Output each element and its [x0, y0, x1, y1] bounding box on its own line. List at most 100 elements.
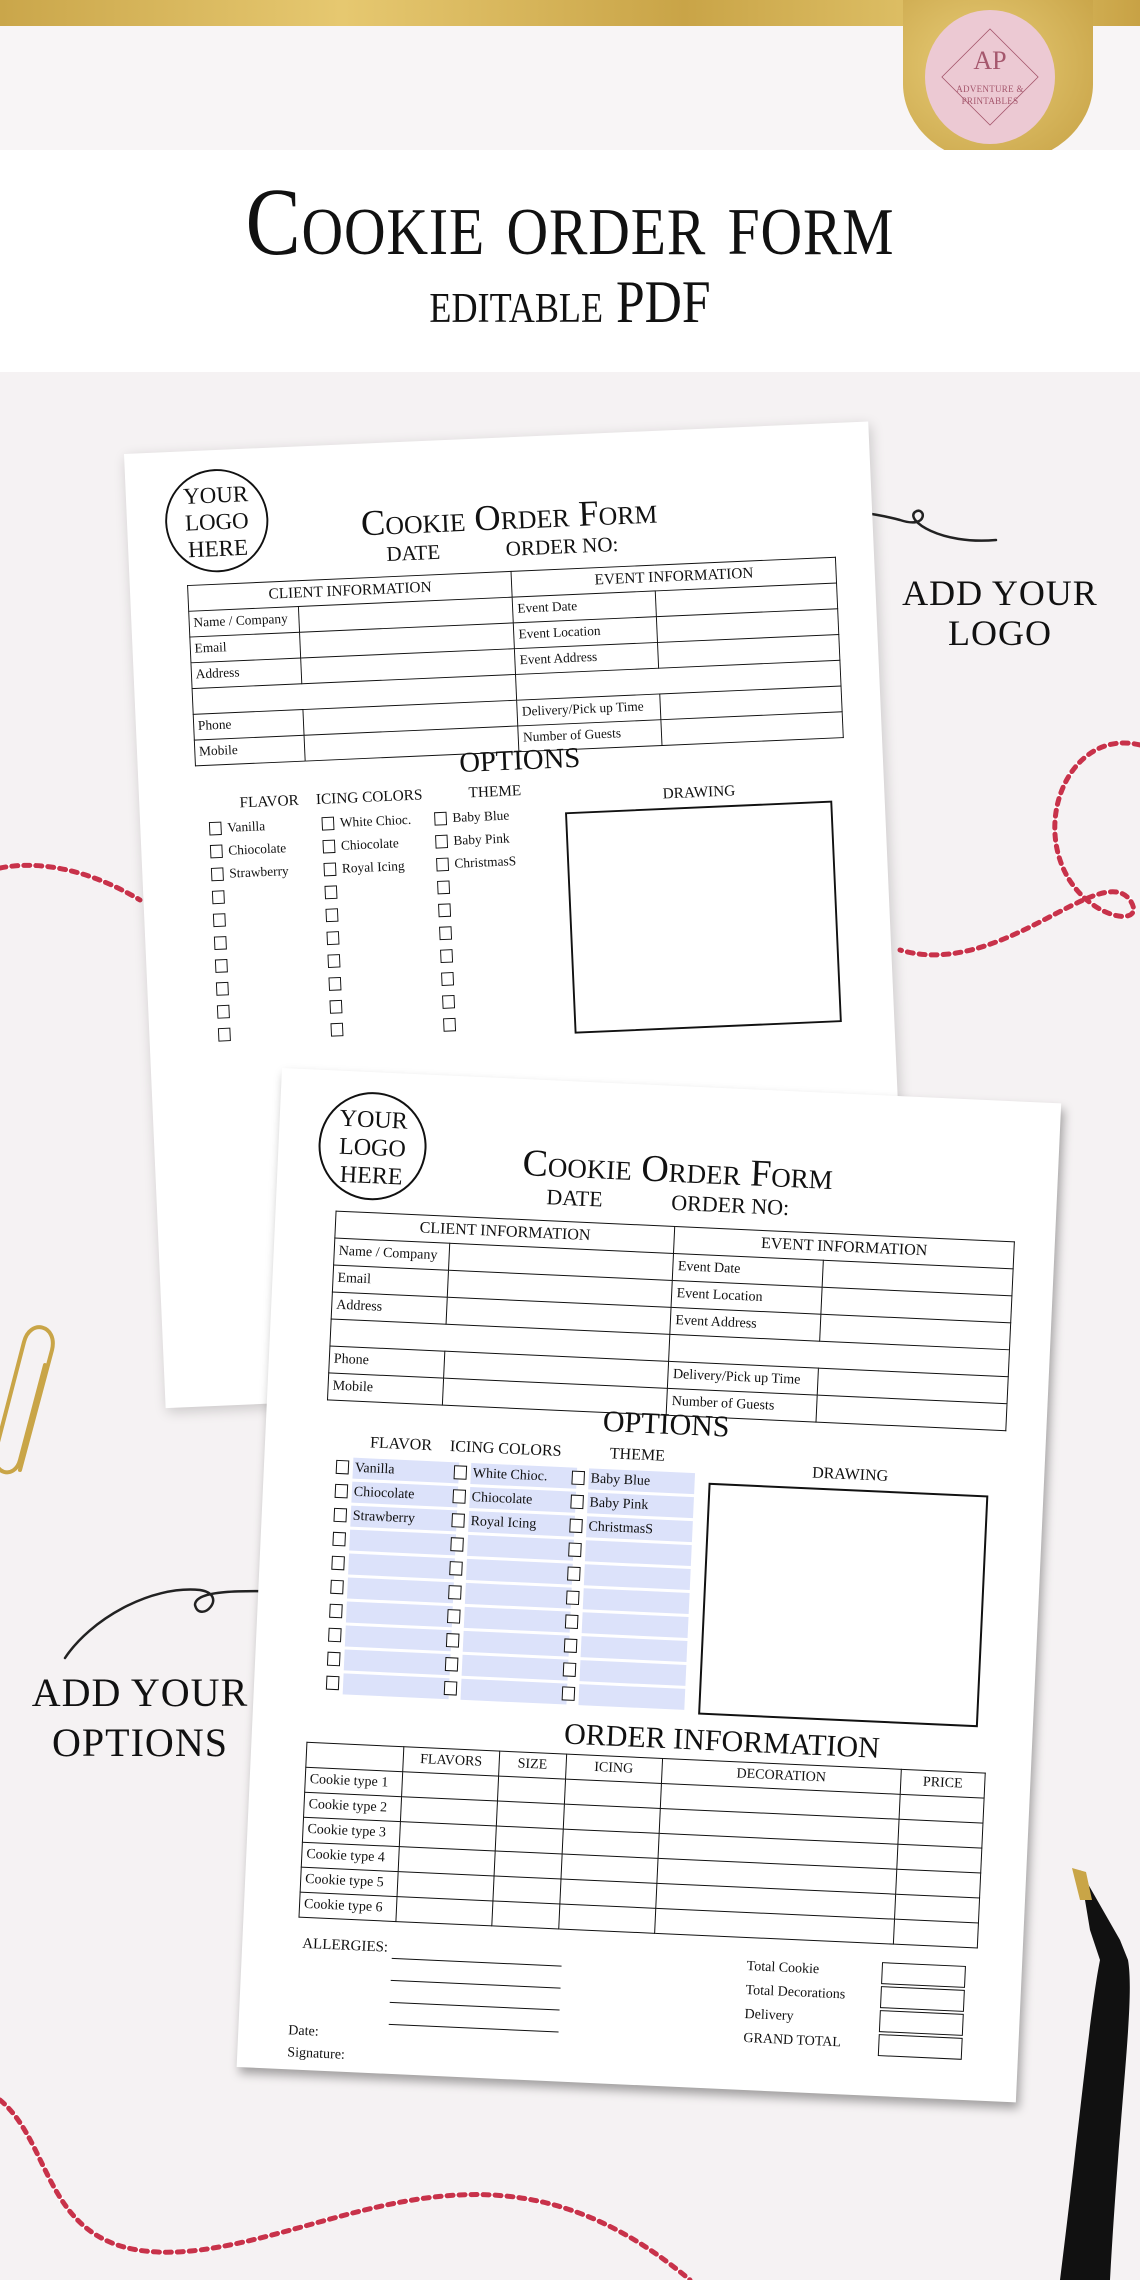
option-checkbox[interactable] — [570, 1494, 584, 1510]
option-checkbox[interactable] — [571, 1470, 586, 1486]
option-field[interactable] — [232, 974, 334, 998]
option-field[interactable] — [341, 878, 443, 902]
option-checkbox[interactable] — [213, 936, 227, 950]
option-checkbox[interactable] — [562, 1662, 577, 1677]
drawing-area[interactable] — [565, 800, 842, 1034]
option-checkbox[interactable] — [437, 880, 451, 895]
option-checkbox[interactable] — [335, 1459, 350, 1475]
option-checkbox[interactable] — [321, 816, 335, 831]
option-field[interactable] — [345, 1601, 453, 1628]
option-checkbox[interactable] — [568, 1542, 582, 1558]
option-checkbox[interactable] — [445, 1633, 460, 1648]
option-field[interactable]: Royal Icing — [341, 859, 405, 877]
option-checkbox[interactable] — [328, 1627, 342, 1643]
order-cell[interactable] — [493, 1850, 562, 1879]
option-checkbox[interactable] — [209, 844, 223, 859]
order-cell[interactable] — [491, 1900, 560, 1929]
option-checkbox[interactable] — [443, 1680, 458, 1696]
option-field[interactable]: Strawberry — [229, 864, 289, 882]
option-field[interactable]: Baby Blue — [452, 809, 510, 826]
option-checkbox[interactable] — [326, 931, 340, 946]
option-checkbox[interactable] — [564, 1614, 579, 1629]
option-field[interactable]: Strawberry — [350, 1505, 458, 1532]
option-checkbox[interactable] — [330, 1022, 344, 1037]
option-checkbox[interactable] — [453, 1465, 468, 1480]
option-checkbox[interactable] — [444, 1657, 459, 1672]
option-field[interactable] — [344, 1625, 452, 1652]
option-checkbox[interactable] — [561, 1686, 576, 1701]
option-checkbox[interactable] — [325, 1675, 340, 1691]
option-field[interactable]: ChristmasS — [454, 854, 517, 872]
option-field[interactable] — [578, 1684, 686, 1710]
option-field[interactable] — [584, 1540, 692, 1567]
option-checkbox[interactable] — [211, 890, 225, 905]
order-cell[interactable] — [895, 1869, 981, 1898]
total-field[interactable] — [881, 1962, 966, 1988]
option-field[interactable] — [458, 988, 560, 1012]
option-field[interactable]: Chiocolate — [469, 1486, 577, 1513]
option-checkbox[interactable] — [212, 913, 226, 928]
order-cell[interactable] — [395, 1896, 493, 1926]
option-field[interactable] — [581, 1612, 689, 1638]
option-checkbox[interactable] — [331, 1555, 345, 1571]
allergies-line[interactable] — [389, 2001, 560, 2011]
option-checkbox[interactable] — [448, 1585, 462, 1600]
option-field[interactable] — [345, 970, 447, 994]
option-field[interactable] — [463, 1606, 571, 1633]
option-field[interactable] — [342, 901, 444, 925]
option-field[interactable] — [347, 1577, 454, 1604]
option-checkbox[interactable] — [434, 811, 448, 826]
option-field[interactable] — [348, 1553, 455, 1580]
option-checkbox[interactable] — [329, 1603, 343, 1619]
option-checkbox[interactable] — [327, 954, 341, 968]
option-field[interactable] — [231, 952, 333, 976]
option-field[interactable]: ChristmasS — [586, 1516, 693, 1543]
option-field[interactable] — [453, 873, 555, 897]
option-checkbox[interactable] — [441, 972, 455, 986]
allergies-line[interactable] — [388, 2023, 559, 2033]
order-cell[interactable] — [897, 1819, 983, 1849]
option-field[interactable] — [346, 992, 448, 1016]
option-field[interactable] — [464, 1582, 572, 1609]
option-checkbox[interactable] — [325, 908, 339, 923]
total-field[interactable] — [878, 2010, 964, 2036]
option-checkbox[interactable] — [569, 1518, 583, 1534]
option-checkbox[interactable] — [215, 981, 229, 996]
allergies-line[interactable] — [390, 1979, 561, 1989]
option-field[interactable] — [229, 906, 331, 930]
option-field[interactable] — [228, 883, 330, 907]
option-checkbox[interactable] — [329, 999, 343, 1014]
option-field[interactable] — [467, 1534, 574, 1561]
option-field[interactable]: White Chioc. — [339, 813, 412, 831]
option-field[interactable] — [347, 1015, 449, 1039]
order-cell[interactable] — [496, 1801, 565, 1830]
option-field[interactable]: Royal Icing — [468, 1510, 575, 1537]
option-checkbox[interactable] — [438, 903, 452, 918]
option-field[interactable] — [349, 1529, 457, 1556]
option-checkbox[interactable] — [452, 1489, 467, 1504]
option-checkbox[interactable] — [565, 1590, 580, 1606]
option-field[interactable]: Baby Pink — [453, 831, 510, 849]
option-field[interactable] — [582, 1588, 690, 1615]
option-field[interactable] — [459, 1010, 561, 1034]
option-field[interactable]: Vanilla — [227, 819, 266, 836]
option-checkbox[interactable] — [436, 857, 450, 872]
option-field[interactable]: Chiocolate — [340, 836, 400, 854]
total-field[interactable] — [879, 1986, 965, 2012]
order-cell[interactable] — [558, 1903, 656, 1934]
option-field[interactable] — [579, 1660, 687, 1686]
option-field[interactable] — [455, 919, 557, 943]
option-checkbox[interactable] — [567, 1566, 581, 1582]
option-field[interactable] — [343, 1649, 451, 1676]
option-checkbox[interactable] — [446, 1609, 461, 1624]
option-field[interactable]: Chiocolate — [351, 1481, 459, 1508]
option-checkbox[interactable] — [330, 1579, 344, 1595]
option-field[interactable] — [460, 1678, 568, 1705]
order-cell[interactable] — [495, 1825, 564, 1855]
option-checkbox[interactable] — [216, 1004, 230, 1019]
option-field[interactable] — [234, 1020, 336, 1044]
option-checkbox[interactable] — [563, 1638, 578, 1653]
option-checkbox[interactable] — [440, 949, 454, 964]
option-field[interactable] — [342, 1673, 450, 1700]
option-field[interactable] — [457, 965, 559, 989]
